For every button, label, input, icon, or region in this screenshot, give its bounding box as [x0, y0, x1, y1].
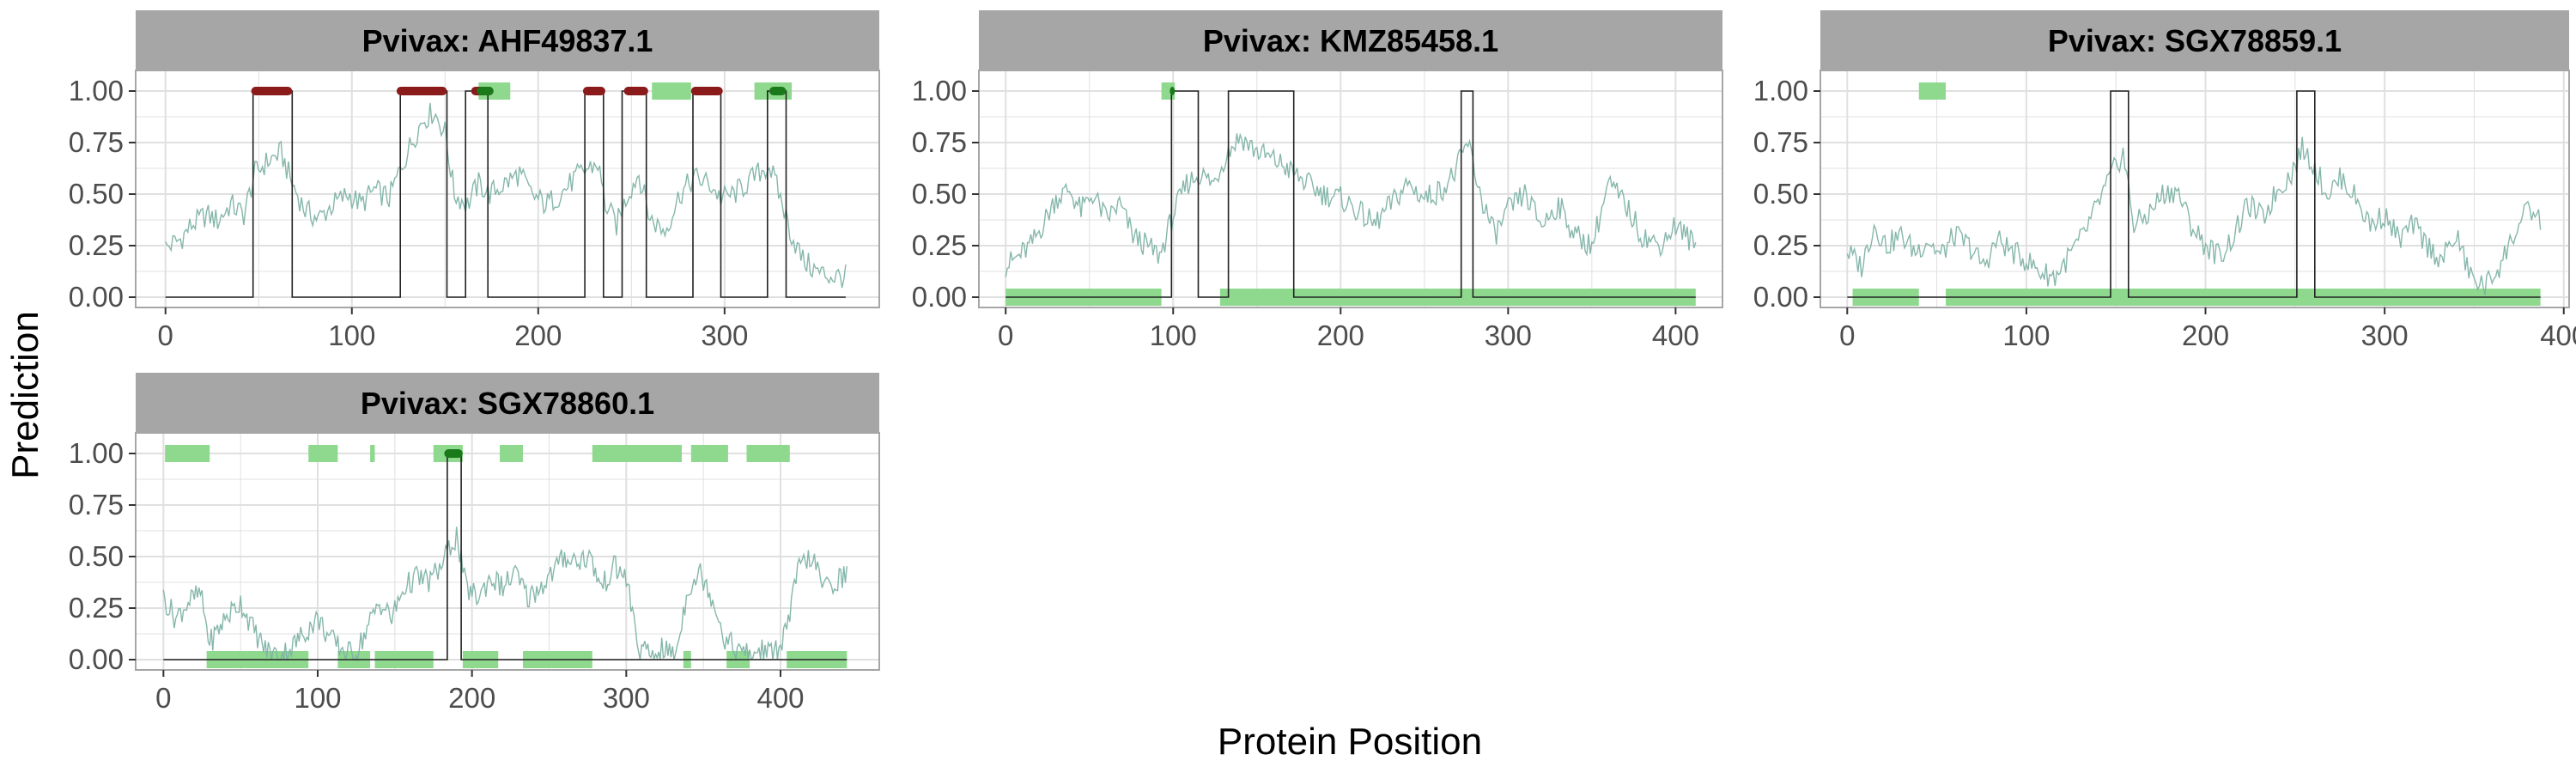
x-tick-label: 200 [448, 682, 495, 714]
panel-border [978, 70, 1723, 308]
panel-title: Pvivax: AHF49837.1 [362, 23, 653, 58]
panel-title: Pvivax: KMZ85458.1 [1203, 23, 1498, 58]
panel-border [135, 432, 880, 671]
green-top-bar [500, 445, 523, 462]
green-top-bar [165, 445, 210, 462]
step-line [1005, 90, 1696, 298]
panel-strip [136, 373, 879, 433]
score-line [1005, 132, 1697, 277]
x-tick-label: 300 [2361, 320, 2409, 351]
panel-border [135, 70, 880, 308]
y-tick-label: 1.00 [912, 75, 967, 107]
chart-panel-3: Pvivax: SGX78859.1 0.00 0.25 0.50 0.75 1.00 0 1… [1753, 10, 2576, 351]
step-line [1847, 90, 2541, 298]
panel-background [1820, 70, 2569, 307]
x-tick-label: 100 [294, 682, 341, 714]
x-tick-label: 300 [701, 320, 748, 351]
green-top-bar [592, 445, 683, 462]
y-tick-label: 0.25 [69, 592, 124, 624]
panels-group: Pvivax: AHF49837.1 0.00 0.25 0.50 0.75 1.00 0 1… [69, 10, 2576, 714]
score-line [1846, 137, 2542, 295]
green-top-bar [690, 445, 728, 462]
panel-strip [1820, 10, 2569, 70]
green-top-bar [1918, 82, 1947, 100]
x-tick-label: 400 [2540, 320, 2576, 351]
y-tick-label: 0.50 [912, 178, 967, 210]
y-tick-label: 0.75 [1753, 126, 1808, 158]
chart-panel-1: Pvivax: AHF49837.1 0.00 0.25 0.50 0.75 1.00 0 1… [69, 10, 880, 351]
panel-title: Pvivax: SGX78860.1 [361, 386, 654, 421]
score-line [165, 102, 847, 289]
y-tick-label: 1.00 [69, 437, 124, 469]
x-tick-label: 400 [1652, 320, 1699, 351]
green-top-bar [746, 445, 790, 462]
chart-panel-4: Pvivax: SGX78860.1 0.00 0.25 0.50 0.75 1.00 0 1… [69, 373, 880, 714]
y-tick-label: 0.50 [69, 540, 124, 572]
x-tick-label: 0 [1839, 320, 1855, 351]
x-tick-label: 200 [514, 320, 562, 351]
y-tick-label: 0.00 [912, 281, 967, 313]
y-tick-label: 1.00 [69, 75, 124, 107]
x-tick-label: 100 [2002, 320, 2050, 351]
x-tick-label: 200 [1317, 320, 1364, 351]
x-tick-label: 300 [603, 682, 650, 714]
y-tick-label: 1.00 [1753, 75, 1808, 107]
y-tick-label: 0.50 [1753, 178, 1808, 210]
score-line [162, 526, 848, 662]
y-tick-label: 0.75 [912, 126, 967, 158]
green-top-bar [370, 445, 375, 462]
x-tick-label: 200 [2182, 320, 2229, 351]
y-axis-title: Prediction [4, 311, 46, 479]
red-segment [582, 87, 605, 95]
chart-panel-2: Pvivax: KMZ85458.1 0.00 0.25 0.50 0.75 1.00 0 1… [912, 10, 1723, 351]
y-tick-label: 0.25 [69, 229, 124, 261]
x-tick-label: 100 [1150, 320, 1197, 351]
x-tick-label: 100 [328, 320, 375, 351]
panel-background [136, 433, 879, 670]
panel-background [979, 70, 1722, 307]
green-top-bar [652, 82, 691, 100]
panel-border [1820, 70, 2570, 308]
panel-title: Pvivax: SGX78859.1 [2048, 23, 2342, 58]
y-tick-label: 0.75 [69, 126, 124, 158]
panel-background [136, 70, 879, 307]
dark-green-segment [1170, 87, 1176, 95]
y-tick-label: 0.25 [1753, 229, 1808, 261]
x-tick-label: 0 [998, 320, 1013, 351]
red-segment [623, 87, 648, 95]
y-tick-label: 0.00 [69, 643, 124, 675]
dark-green-segment [477, 87, 494, 95]
red-segment [251, 87, 293, 95]
panel-strip [136, 10, 879, 70]
x-tick-label: 0 [158, 320, 173, 351]
dark-green-segment [769, 87, 787, 95]
panel-strip [979, 10, 1722, 70]
y-tick-label: 0.00 [69, 281, 124, 313]
dark-green-segment [444, 449, 463, 458]
green-top-bar [308, 445, 338, 462]
red-segment [690, 87, 723, 95]
y-tick-label: 0.00 [1753, 281, 1808, 313]
x-tick-label: 300 [1485, 320, 1532, 351]
x-axis-title: Protein Position [1218, 721, 1482, 763]
x-tick-label: 400 [756, 682, 804, 714]
x-tick-label: 0 [155, 682, 171, 714]
red-segment [396, 87, 447, 95]
y-tick-label: 0.25 [912, 229, 967, 261]
y-tick-label: 0.50 [69, 178, 124, 210]
y-tick-label: 0.75 [69, 489, 124, 520]
